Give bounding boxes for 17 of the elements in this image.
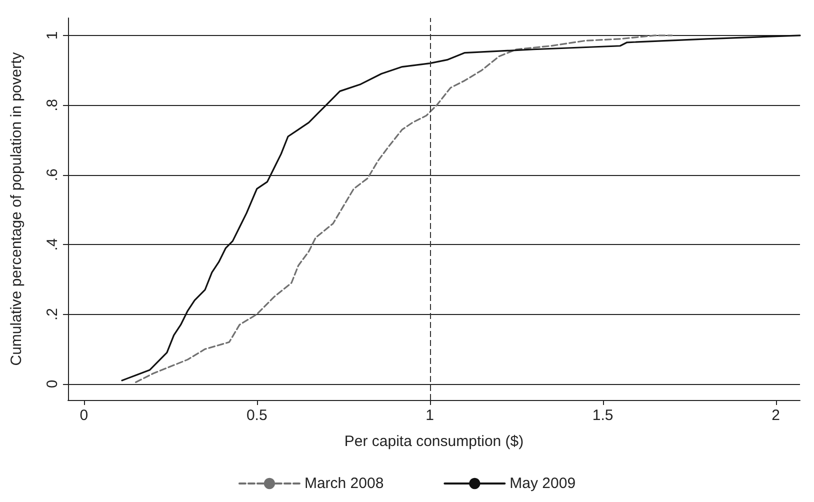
y-tick-label: .6	[44, 168, 61, 182]
x-tick-label: 1	[426, 407, 434, 424]
x-tick-label: 1.5	[592, 407, 614, 424]
line-series	[121, 34, 801, 382]
y-tick-label: .4	[44, 238, 61, 251]
y-tick-label: .8	[44, 98, 61, 112]
legend-label: March 2008	[304, 475, 384, 492]
y-tick-label: 0	[44, 380, 61, 388]
x-tick-label: 2	[772, 407, 780, 424]
legend-label: May 2009	[510, 475, 576, 492]
x-tick-label: 0	[80, 407, 88, 424]
y-tick-label: 1	[44, 31, 61, 40]
y-axis-title: Cumulative percentage of population in poverty	[8, 52, 25, 366]
x-axis-title: Per capita consumption ($)	[344, 433, 524, 450]
y-tick-label: .2	[44, 308, 61, 321]
x-tick-label: 0.5	[246, 407, 268, 424]
line-series	[135, 34, 673, 384]
